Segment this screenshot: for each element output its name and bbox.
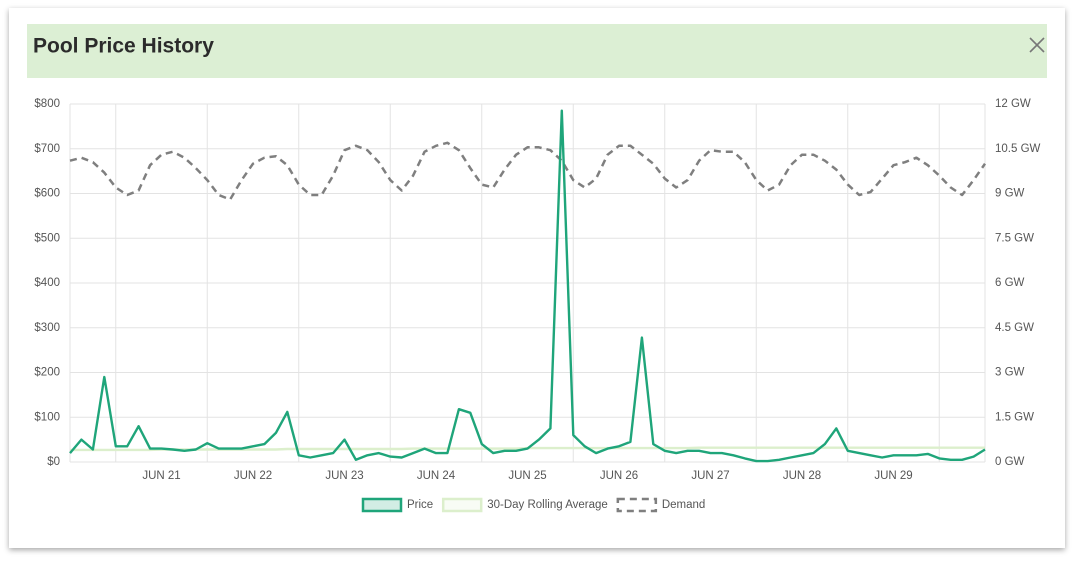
x-tick-label: JUN 22	[234, 470, 272, 482]
legend-label: 30-Day Rolling Average	[487, 499, 608, 511]
x-tick-label: JUN 25	[508, 470, 546, 482]
y-tick-label: $200	[34, 367, 60, 379]
x-tick-label: JUN 27	[691, 470, 729, 482]
series-line	[69, 141, 987, 201]
y2-tick-label: 7.5 GW	[995, 232, 1034, 244]
y2-tick-label: 9 GW	[995, 188, 1025, 200]
legend-swatch	[616, 497, 658, 513]
y2-tick-label: 3 GW	[995, 367, 1025, 379]
y-tick-label: $300	[34, 322, 60, 334]
x-tick-label: JUN 26	[600, 470, 638, 482]
legend-swatch	[441, 497, 483, 513]
card	[9, 8, 1065, 548]
y2-tick-label: 0 GW	[995, 456, 1025, 468]
y-tick-label: $0	[47, 456, 60, 468]
legend-swatch	[361, 497, 403, 513]
x-tick-label: JUN 29	[874, 470, 912, 482]
close-button[interactable]	[1029, 37, 1045, 53]
y-tick-label: $400	[34, 277, 60, 289]
x-tick-label: JUN 21	[142, 470, 180, 482]
y-tick-label: $800	[34, 98, 60, 110]
x-tick-label: JUN 28	[783, 470, 821, 482]
y2-tick-label: 6 GW	[995, 277, 1025, 289]
x-tick-label: JUN 23	[325, 470, 363, 482]
series-line	[69, 109, 986, 463]
y2-tick-label: 10.5 GW	[995, 143, 1041, 155]
y2-tick-label: 1.5 GW	[995, 411, 1034, 423]
legend-label: Price	[407, 499, 433, 511]
y-tick-label: $100	[34, 411, 60, 423]
plot: $0 $100 $200 $300 $400 $500 $600 $700 $800 0 GW 1.…	[34, 98, 1041, 513]
header-bar	[27, 24, 1047, 78]
y2-tick-label: 4.5 GW	[995, 322, 1034, 334]
y-tick-label: $500	[34, 232, 60, 244]
card-title: Pool Price History	[33, 35, 214, 58]
x-tick-label: JUN 24	[417, 470, 456, 482]
legend-label: Demand	[662, 499, 705, 511]
y-tick-label: $700	[34, 143, 60, 155]
y2-tick-label: 12 GW	[995, 98, 1031, 110]
y-tick-label: $600	[34, 188, 60, 200]
